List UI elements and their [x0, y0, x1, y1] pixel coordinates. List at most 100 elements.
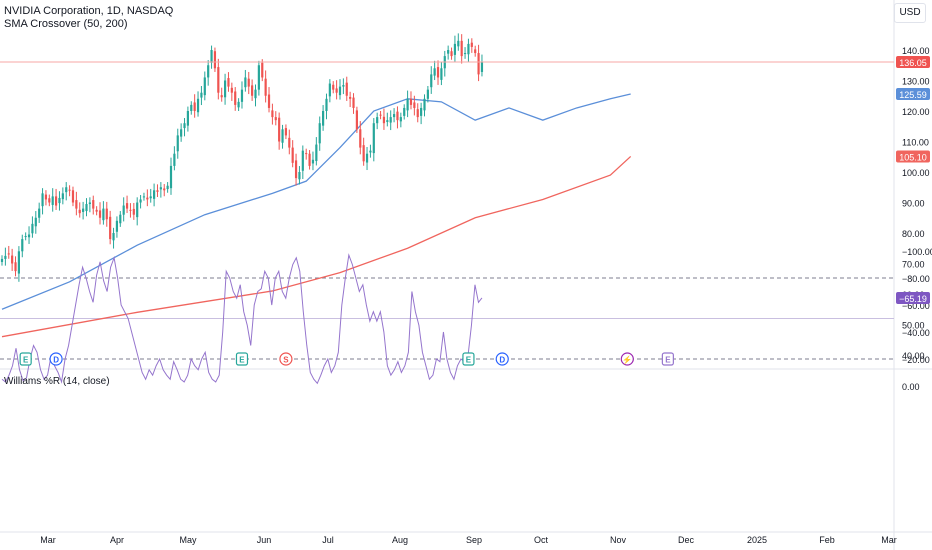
candle-body — [102, 208, 105, 221]
time-tick-label: Sep — [466, 535, 482, 545]
candle-body — [196, 98, 200, 113]
candle-body — [180, 129, 183, 137]
candle-body — [298, 172, 301, 180]
candle-body — [389, 117, 392, 123]
candle-body — [365, 153, 369, 163]
candle-body — [251, 85, 254, 96]
candle-body — [7, 253, 10, 255]
candle-body — [328, 83, 331, 97]
candle-body — [362, 145, 365, 162]
williams-line — [1, 253, 483, 385]
candle-body — [311, 159, 315, 164]
candle-body — [301, 150, 304, 171]
candle-body — [85, 204, 88, 212]
candle-body — [399, 117, 402, 122]
candle-body — [38, 208, 41, 218]
candle-body — [159, 187, 162, 190]
candle-body — [291, 147, 294, 163]
candle-body — [436, 67, 440, 78]
candle-body — [480, 62, 484, 72]
price-tick-label: 140.00 — [902, 46, 930, 56]
candle-body — [27, 234, 31, 238]
currency-button[interactable]: USD — [894, 3, 926, 23]
candle-body — [372, 123, 375, 154]
event-marker — [495, 352, 509, 366]
candle-body — [227, 78, 230, 87]
event-marker-label: E — [23, 356, 29, 365]
candle-body — [153, 190, 156, 199]
candles — [0, 33, 484, 282]
event-marker-label: D — [53, 356, 59, 365]
candle-body — [352, 97, 355, 108]
candle-body — [325, 98, 328, 111]
candle-body — [288, 137, 291, 148]
candle-body — [416, 109, 419, 118]
candle-body — [68, 189, 71, 191]
candle-body — [166, 185, 169, 190]
candle-body — [240, 89, 244, 102]
candle-body — [453, 43, 457, 55]
sma50-line — [1, 93, 631, 310]
williams-value-label: −65.19 — [899, 294, 927, 304]
candle-body — [359, 129, 362, 148]
event-marker-label: ⚡ — [622, 355, 632, 365]
event-marker-label: E — [665, 356, 671, 365]
event-marker-label: D — [499, 356, 505, 365]
event-marker — [279, 352, 293, 366]
williams-tick-label: 0.00 — [902, 382, 920, 392]
candle-body — [315, 144, 318, 162]
candle-body — [305, 153, 308, 155]
event-marker — [49, 352, 63, 366]
candle-body — [392, 114, 396, 118]
candle-body — [267, 94, 271, 108]
last-price-label-bg — [896, 56, 930, 69]
price-tick-label: 80.00 — [902, 229, 925, 239]
candle-body — [382, 116, 386, 124]
candle-body — [477, 53, 480, 75]
candle-body — [122, 205, 125, 215]
williams-value-bg — [896, 291, 930, 304]
candle-body — [109, 216, 112, 240]
candle-body — [460, 40, 463, 57]
williams-tick-label: −20.00 — [902, 355, 930, 365]
candle-body — [318, 123, 321, 144]
event-marker — [235, 352, 249, 366]
candle-body — [474, 49, 477, 54]
time-tick-label: 2025 — [747, 535, 767, 545]
candle-body — [450, 51, 453, 57]
candle-body — [51, 196, 54, 205]
candle-body — [217, 67, 220, 93]
williams-tick-label: −80.00 — [902, 274, 930, 284]
candle-body — [129, 209, 132, 211]
candle-body — [234, 91, 237, 105]
candle-body — [61, 193, 64, 200]
candle-body — [470, 42, 473, 47]
price-tick-label: 110.00 — [902, 138, 929, 148]
chart-title: NVIDIA Corporation, 1D, NASDAQ — [4, 5, 174, 17]
candle-body — [322, 111, 325, 126]
candle-body — [54, 196, 58, 206]
candle-body — [34, 217, 37, 227]
candle-body — [210, 50, 213, 63]
candle-body — [149, 196, 152, 199]
oscillator-label: Williams %R (14, close) — [4, 376, 110, 387]
event-marker — [661, 352, 674, 366]
candle-body — [200, 92, 203, 98]
candle-body — [125, 203, 129, 209]
candle-body — [335, 88, 338, 93]
time-tick-label: Jun — [257, 535, 272, 545]
candle-body — [447, 50, 450, 54]
candle-body — [463, 53, 467, 55]
candle-body — [433, 68, 436, 76]
sma200-line — [1, 155, 632, 338]
event-marker-label: S — [283, 356, 289, 365]
time-tick-label: Dec — [678, 535, 695, 545]
candle-body — [420, 107, 423, 116]
candle-body — [223, 80, 227, 98]
candle-body — [88, 202, 91, 205]
indicator-label: SMA Crossover (50, 200) — [4, 18, 128, 30]
candle-body — [349, 96, 352, 99]
candle-body — [467, 43, 470, 55]
